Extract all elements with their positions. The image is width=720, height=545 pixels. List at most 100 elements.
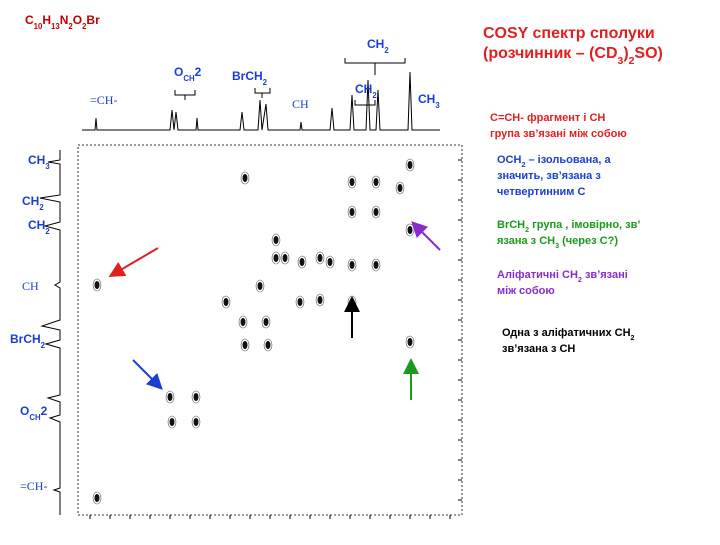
note: четвертинним С (497, 186, 585, 198)
peak (242, 174, 248, 182)
left-label: BrCH2 (10, 332, 46, 350)
text-part: CH (367, 37, 384, 51)
peak-contour (325, 255, 335, 269)
peak (407, 338, 413, 346)
text-part: =CH- (20, 479, 47, 493)
text-part: група , імовірно, зв’ (529, 219, 640, 231)
text-part: значить, зв’язана з (497, 170, 601, 182)
peak-contour (167, 415, 177, 429)
text-part: COSY спектр сполуки (483, 25, 655, 42)
text-part: четвертинним С (497, 186, 585, 198)
peak (94, 281, 100, 289)
text-part: O (20, 404, 29, 418)
text-part: між собою (497, 285, 555, 297)
left-label: CH2 (22, 194, 44, 212)
subscript: 2 (45, 227, 50, 236)
peak (223, 298, 229, 306)
subscript: 2 (39, 203, 44, 212)
peak-contour (315, 251, 325, 265)
peak-contour (347, 258, 357, 272)
subscript: 2 (263, 78, 268, 87)
text-part: N (60, 13, 69, 27)
peak (193, 393, 199, 401)
peak-contour (165, 390, 175, 404)
peak (299, 258, 305, 266)
peak-contour (240, 171, 250, 185)
peak (169, 418, 175, 426)
peak (373, 208, 379, 216)
cross-peaks (89, 158, 462, 519)
subscript: 2 (629, 56, 635, 67)
text-part: (розчинник – (CD (483, 45, 618, 62)
group-brackets (174, 58, 406, 106)
text-part: SO) (634, 45, 662, 62)
subscript: 3 (435, 101, 440, 110)
text-part: BrCH (497, 219, 525, 231)
text-part: 2 (195, 65, 202, 79)
text-part: BrCH (10, 332, 41, 346)
note: Одна з аліфатичних CH2 (502, 327, 635, 342)
peak (240, 318, 246, 326)
peak (407, 226, 413, 234)
peak (349, 208, 355, 216)
text-part: BrCH (232, 69, 263, 83)
subscript: 2 (525, 226, 529, 234)
peak (265, 341, 271, 349)
note: група зв’язані між собою (490, 128, 627, 140)
text-part: C=CH- фрагмент і CH (490, 112, 605, 124)
text-part: C (25, 13, 34, 27)
subscript: 3 (618, 56, 624, 67)
text-part: зв’язана з CH (502, 343, 575, 355)
text-part: зв’язані (582, 269, 628, 281)
note: C=CH- фрагмент і CH (490, 112, 605, 124)
peak-contour (238, 315, 248, 329)
f1-projection (39, 150, 61, 515)
top-label: CH3 (418, 92, 440, 110)
text-part: язана з CH (497, 235, 555, 247)
spectrum-frame (77, 144, 463, 516)
f2-projection (82, 71, 440, 131)
peak-contour (395, 181, 405, 195)
top-label: BrCH2 (232, 69, 268, 87)
subscript: CH (29, 413, 41, 422)
subscript: 2 (372, 91, 377, 100)
peak (317, 296, 323, 304)
text-part: CH (22, 279, 39, 293)
arrow (132, 359, 163, 390)
subscript: 2 (384, 46, 389, 55)
subscript: 10 (34, 22, 43, 31)
peak-contour (371, 258, 381, 272)
subscript: 2 (578, 276, 582, 284)
top-label: =CH- (90, 93, 117, 107)
note: Аліфатичні CH2 зв’язані (497, 269, 628, 284)
peak-contour (191, 415, 201, 429)
peak (317, 254, 323, 262)
title: COSY спектр сполуки (483, 25, 655, 42)
peak-contour (347, 175, 357, 189)
subscript: 3 (555, 242, 559, 250)
peak-contour (191, 390, 201, 404)
subscript: 2 (68, 22, 73, 31)
text-part: група зв’язані між собою (490, 128, 627, 140)
peak-contour (271, 251, 281, 265)
peak (273, 254, 279, 262)
text-part: CH (22, 194, 39, 208)
peak (242, 341, 248, 349)
top-label: CH2 (355, 82, 377, 100)
peak (282, 254, 288, 262)
left-label: =CH- (20, 479, 47, 493)
note: зв’язана з CH (502, 343, 575, 355)
top-label: CH2 (367, 37, 389, 55)
peak (407, 161, 413, 169)
arrow (108, 247, 159, 278)
text-part: CH (292, 97, 309, 111)
peak-contour (261, 315, 271, 329)
text-part: Аліфатичні CH (497, 269, 578, 281)
text-part: CH (355, 82, 372, 96)
text-part: O (174, 65, 183, 79)
text-part: =CH- (90, 93, 117, 107)
peak (167, 393, 173, 401)
peak (349, 261, 355, 269)
peak (349, 178, 355, 186)
